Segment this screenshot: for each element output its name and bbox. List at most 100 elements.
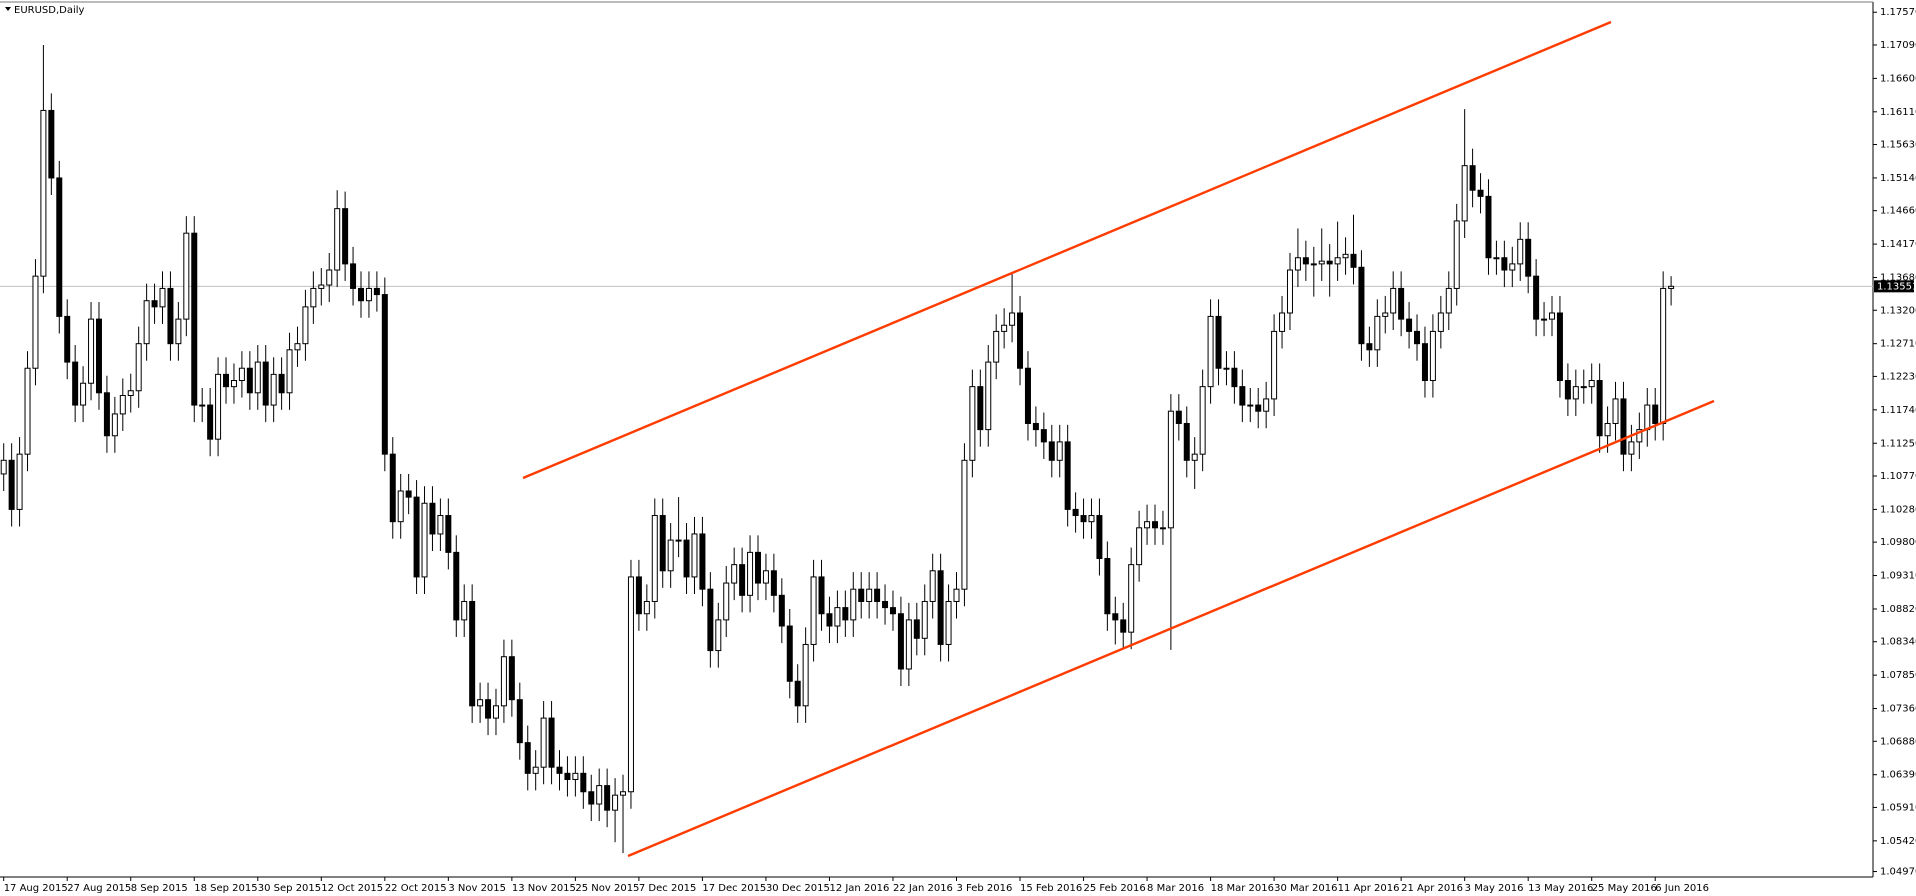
candle-body — [985, 361, 992, 431]
x-tick-label: 3 Feb 2016 — [957, 883, 1013, 894]
candle-body — [643, 600, 650, 615]
y-tick-label: 1.06880 — [1880, 736, 1916, 747]
y-tick-label: 1.17090 — [1880, 40, 1916, 51]
candle-body — [778, 594, 785, 627]
candle-body — [1398, 287, 1405, 320]
candle-body — [1469, 165, 1476, 191]
candle-body — [72, 361, 79, 406]
candle-body — [1350, 253, 1357, 268]
candle-body — [977, 386, 984, 431]
channel-upper-line — [522, 20, 1612, 480]
candle-body — [405, 490, 412, 498]
candle-body — [1509, 263, 1516, 271]
candle-body — [1549, 312, 1555, 320]
x-tick-label: 18 Mar 2016 — [1211, 883, 1274, 894]
y-tick-label: 1.16600 — [1880, 73, 1916, 84]
candle-body — [1231, 367, 1238, 388]
candle-body — [1167, 410, 1174, 529]
x-tick-label: 30 Sep 2015 — [258, 883, 321, 894]
candle-body — [802, 643, 809, 707]
candle-body — [929, 570, 936, 602]
x-tick-label: 17 Dec 2015 — [702, 883, 766, 894]
candle-body — [564, 772, 571, 780]
candle-body — [882, 600, 889, 609]
candle-body — [921, 600, 928, 639]
candle-body — [905, 619, 912, 670]
candle-body — [1588, 380, 1595, 388]
candle-body — [0, 459, 7, 475]
candle-body — [80, 382, 87, 406]
y-tick-label: 1.16110 — [1880, 107, 1916, 118]
candle-body — [524, 742, 531, 774]
candle-body — [223, 373, 230, 388]
candle-body — [1056, 441, 1063, 461]
y-tick-label: 1.10280 — [1880, 504, 1916, 515]
candle-body — [1501, 257, 1508, 271]
candle-body — [445, 515, 452, 553]
candle-body — [913, 619, 920, 639]
candle-body — [326, 269, 333, 286]
x-tick-label: 30 Mar 2016 — [1274, 883, 1337, 894]
candle-body — [1445, 287, 1452, 314]
candle-body — [1263, 398, 1270, 412]
candle-body — [1183, 422, 1190, 461]
candle-body — [95, 318, 102, 394]
candle-body — [1255, 404, 1262, 412]
y-tick-label: 1.14660 — [1880, 206, 1916, 217]
candle-body — [358, 287, 364, 302]
candle-body — [175, 318, 182, 345]
candle-body — [143, 300, 150, 345]
bid-label-box — [1874, 280, 1914, 293]
candle-body — [834, 607, 841, 627]
y-tick-label: 1.05420 — [1880, 836, 1916, 847]
candle-body — [1072, 508, 1079, 517]
y-tick-label: 1.15140 — [1880, 173, 1916, 184]
candle-body — [461, 600, 468, 621]
candle-body — [691, 533, 698, 578]
candle-body — [230, 380, 237, 388]
candle-body — [1374, 315, 1381, 351]
candle-body — [1144, 521, 1151, 529]
candle-body — [429, 502, 436, 535]
candle-body — [1421, 343, 1428, 382]
y-tick-label: 1.10770 — [1880, 471, 1916, 482]
candle-body — [1175, 410, 1182, 424]
candle-body — [1342, 253, 1349, 259]
candle-body — [16, 453, 23, 510]
candle-body — [1199, 386, 1206, 455]
candle-body — [1088, 515, 1095, 523]
candle-body — [675, 539, 682, 542]
candle-body — [151, 300, 158, 308]
x-tick-label: 18 Sep 2015 — [194, 883, 257, 894]
candle-body — [88, 318, 95, 384]
candle-body — [1223, 367, 1230, 370]
candle-body — [24, 367, 31, 455]
candle-body — [254, 361, 261, 394]
candle-body — [48, 109, 55, 179]
candle-body — [1017, 312, 1024, 369]
candle-body — [1326, 260, 1333, 265]
candle-body — [1207, 315, 1214, 388]
candle-body — [1453, 220, 1460, 289]
candle-body — [580, 772, 587, 793]
y-tick-label: 1.17570 — [1880, 7, 1916, 18]
candle-body — [858, 588, 865, 602]
candle-body — [1318, 260, 1325, 265]
y-tick-label: 1.07850 — [1880, 670, 1916, 681]
candle-body — [604, 785, 611, 811]
candle-body — [159, 287, 166, 308]
candle-body — [1525, 238, 1532, 277]
candle-body — [659, 515, 666, 572]
candle-body — [1533, 275, 1540, 320]
candle-body — [1414, 330, 1421, 345]
candle-body — [1064, 441, 1071, 510]
candle-body — [850, 588, 857, 621]
candle-body — [826, 613, 833, 627]
candle-body — [135, 343, 142, 392]
candle-body — [1048, 441, 1055, 461]
candle-body — [953, 588, 960, 602]
y-tick-label: 1.06390 — [1880, 770, 1916, 781]
candle-body — [635, 576, 642, 615]
candle-body — [421, 502, 428, 578]
